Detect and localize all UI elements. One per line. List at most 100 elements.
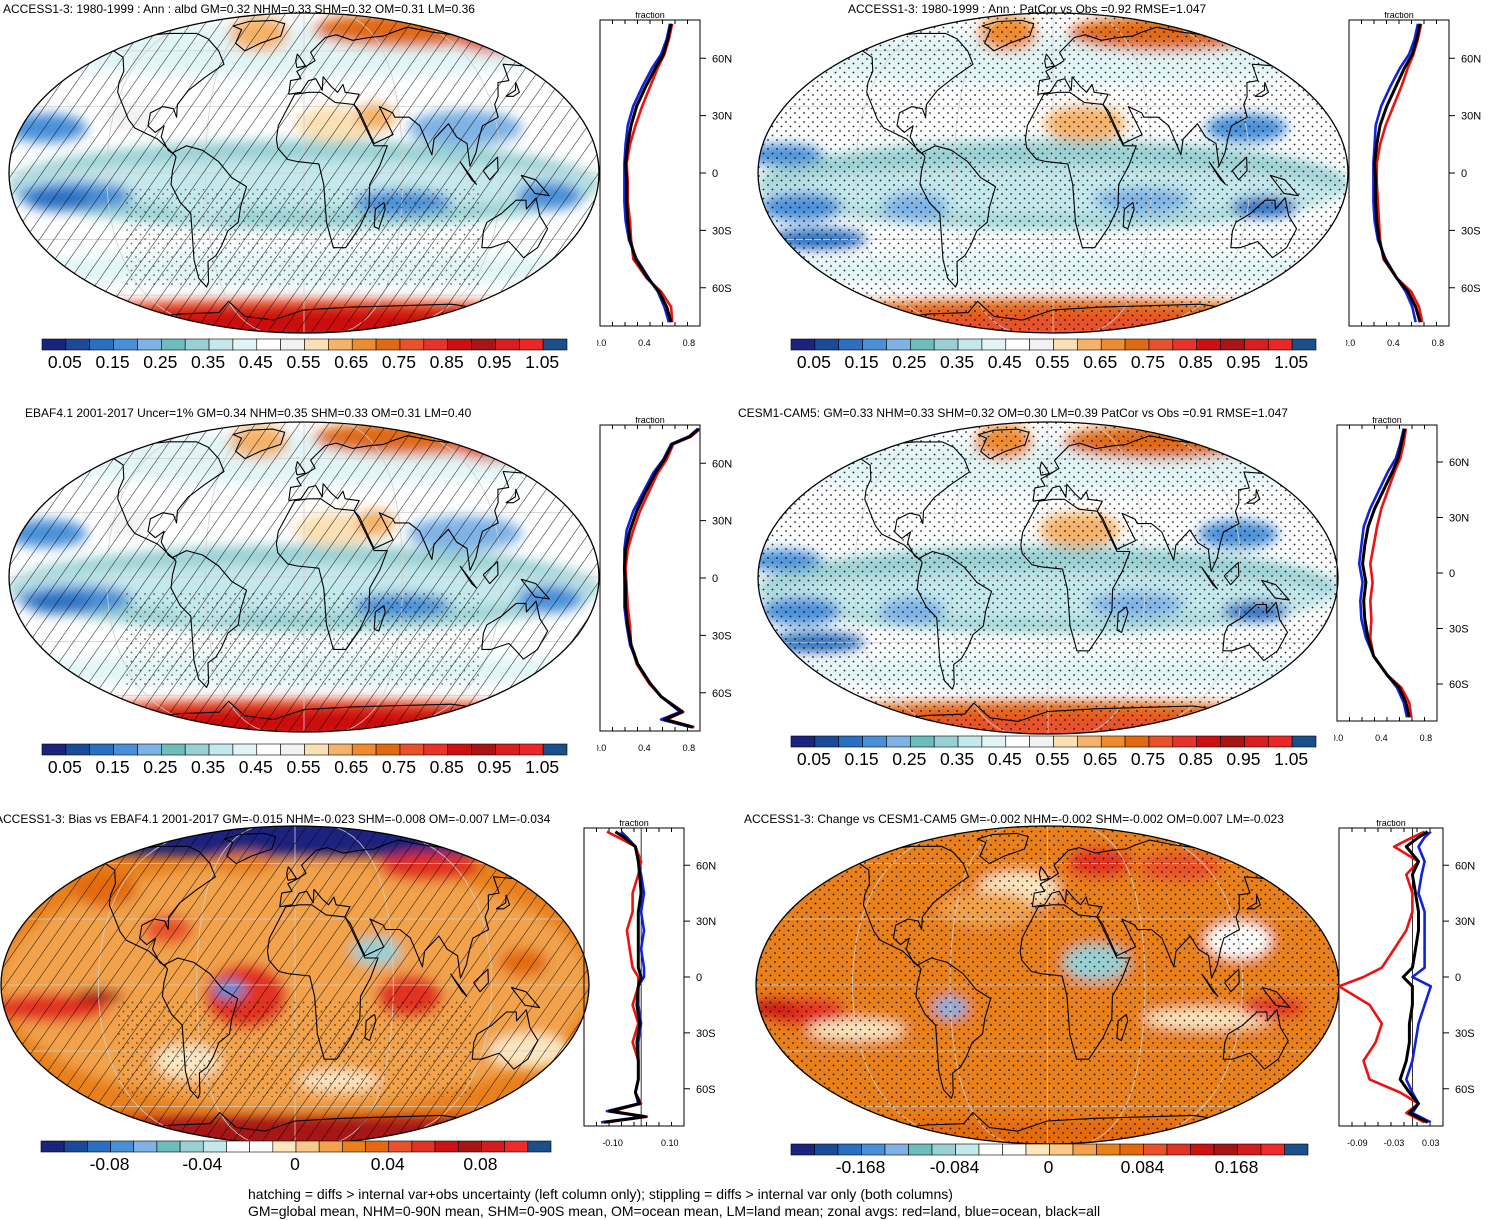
zonal-xtick-label: 0.4 <box>1375 733 1388 743</box>
colorbar-swatch <box>1148 735 1174 748</box>
colorbar-label: 0.55 <box>286 757 321 777</box>
zonal-xtick-label: 0.4 <box>1387 338 1400 348</box>
colorbar-label: 0.45 <box>987 352 1022 372</box>
colorbar-swatch <box>1166 1143 1191 1156</box>
colorbar-swatch <box>931 1143 956 1156</box>
colorbar-swatch <box>1267 338 1293 351</box>
colorbar-swatch <box>1029 735 1054 748</box>
zonal-xtick-label: -0.10 <box>602 1138 623 1148</box>
zonal-xtick-label: 0.10 <box>661 1138 679 1148</box>
zonal-ytick-label: 60S <box>1461 283 1481 295</box>
colorbar-swatch <box>1220 338 1245 351</box>
footnote-line-1: hatching = diffs > internal var+obs unce… <box>248 1186 953 1202</box>
colorbar-swatch <box>256 338 281 351</box>
colorbar-3 <box>790 735 1317 748</box>
colorbar-label: 0.05 <box>796 749 831 769</box>
map-panel-5 <box>755 825 1340 1145</box>
zonal-xlabel: fraction <box>1384 12 1414 20</box>
zonal-line-all <box>603 830 647 1124</box>
colorbar-swatch <box>1053 735 1078 748</box>
zonal-ytick-label: 60N <box>696 860 716 872</box>
footnote: hatching = diffs > internal var+obs unce… <box>248 1186 1100 1220</box>
colorbar-label: 0.75 <box>1130 749 1165 769</box>
zonal-xtick-label: 0.8 <box>683 743 696 753</box>
colorbar-label: 0.65 <box>334 352 369 372</box>
panel-title: ACCESS1-3: Change vs CESM1-CAM5 GM=-0.00… <box>744 812 1284 826</box>
zonal-ytick-label: 0 <box>712 168 718 180</box>
colorbar-swatch <box>957 338 983 351</box>
colorbar-swatch <box>399 338 425 351</box>
zonal-xtick-label: 0.4 <box>638 338 651 348</box>
zonal-line-all <box>1361 428 1411 718</box>
colorbar-swatch <box>1213 1143 1238 1156</box>
zonal-line-ocean <box>1357 428 1409 718</box>
colorbar-swatch <box>156 1140 181 1153</box>
colorbar-swatch <box>232 338 258 351</box>
colorbar-swatch <box>41 743 67 756</box>
colorbar-swatch <box>1100 338 1126 351</box>
colorbar-1 <box>790 338 1317 351</box>
colorbar-swatch <box>65 338 91 351</box>
zonal-ytick-label: 0 <box>1455 972 1461 984</box>
colorbar-swatch <box>423 743 448 756</box>
colorbar-swatch <box>1049 1143 1074 1156</box>
colorbar-label: 0.45 <box>238 352 273 372</box>
colorbar-swatch <box>179 1140 204 1153</box>
colorbar-swatch <box>1053 338 1078 351</box>
panel-title: ACCESS1-3: 1980-1999 : Ann : albd GM=0.3… <box>3 2 475 16</box>
zonal-line-all <box>1373 23 1422 323</box>
zonal-ytick-label: 60S <box>1449 679 1469 691</box>
panel-title: ACCESS1-3: Bias vs EBAF4.1 2001-2017 GM=… <box>0 812 551 826</box>
map-panel-0 <box>8 12 600 334</box>
colorbar-swatch <box>137 743 162 756</box>
zonal-ytick-label: 0 <box>1449 568 1455 580</box>
colorbar-swatch <box>861 1143 886 1156</box>
zonal-xtick-label: 0.0 <box>1346 338 1355 348</box>
colorbar-swatch <box>790 735 816 748</box>
colorbar-swatch <box>202 1140 227 1153</box>
colorbar-swatch <box>1148 338 1174 351</box>
colorbar-label: -0.08 <box>89 1154 130 1174</box>
colorbar-swatch <box>447 338 472 351</box>
zonal-xlabel: fraction <box>1376 820 1406 828</box>
colorbar-label: 0 <box>1043 1157 1054 1177</box>
zonal-ytick-label: 30N <box>1455 916 1475 928</box>
zonal-xtick-label: 0.0 <box>597 743 606 753</box>
colorbar-swatch <box>457 1140 482 1153</box>
colorbar-label: 0 <box>290 1154 300 1174</box>
colorbar-swatch <box>1072 1143 1097 1156</box>
colorbar-label: 0.45 <box>987 749 1022 769</box>
colorbar-swatch <box>89 338 114 351</box>
colorbar-swatch <box>933 338 959 351</box>
colorbar-swatch <box>226 1140 250 1153</box>
colorbar-label: 0.75 <box>381 757 416 777</box>
colorbar-swatch <box>208 743 234 756</box>
colorbar-swatch <box>232 743 258 756</box>
colorbar-swatch <box>790 1143 815 1156</box>
colorbar-swatch <box>342 1140 366 1153</box>
colorbar-swatch <box>814 338 840 351</box>
zonal-mean-plot-4: fraction -0.10 0.10 60N 30N 0 30S 60S <box>583 820 716 1148</box>
colorbar-swatch <box>1143 1143 1168 1156</box>
colorbar-swatch <box>1190 1143 1215 1156</box>
colorbar-swatch <box>133 1140 158 1153</box>
colorbar-swatch <box>814 1143 839 1156</box>
colorbar-label: 0.75 <box>381 352 416 372</box>
colorbar-label: 0.15 <box>844 749 879 769</box>
colorbar-swatch <box>518 338 544 351</box>
zonal-line-all <box>1398 830 1429 1124</box>
colorbar-swatch <box>910 735 935 748</box>
zonal-xtick-label: 0.8 <box>683 338 696 348</box>
colorbar-label: 0.08 <box>463 1154 498 1174</box>
colorbar-swatch <box>351 338 377 351</box>
colorbar-swatch <box>280 338 305 351</box>
zonal-xlabel: fraction <box>1372 417 1402 425</box>
zonal-ytick-label: 30S <box>712 225 732 237</box>
zonal-line-all <box>622 427 700 729</box>
colorbar-label: 0.65 <box>334 757 369 777</box>
colorbar-label: 0.15 <box>95 757 130 777</box>
colorbar-swatch <box>1196 735 1221 748</box>
footnote-line-2: GM=global mean, NHM=0-90N mean, SHM=0-90… <box>248 1203 1101 1219</box>
colorbar-swatch <box>790 338 816 351</box>
colorbar-swatch <box>1077 338 1102 351</box>
